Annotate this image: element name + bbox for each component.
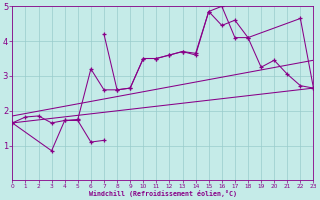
X-axis label: Windchill (Refroidissement éolien,°C): Windchill (Refroidissement éolien,°C) — [89, 190, 237, 197]
